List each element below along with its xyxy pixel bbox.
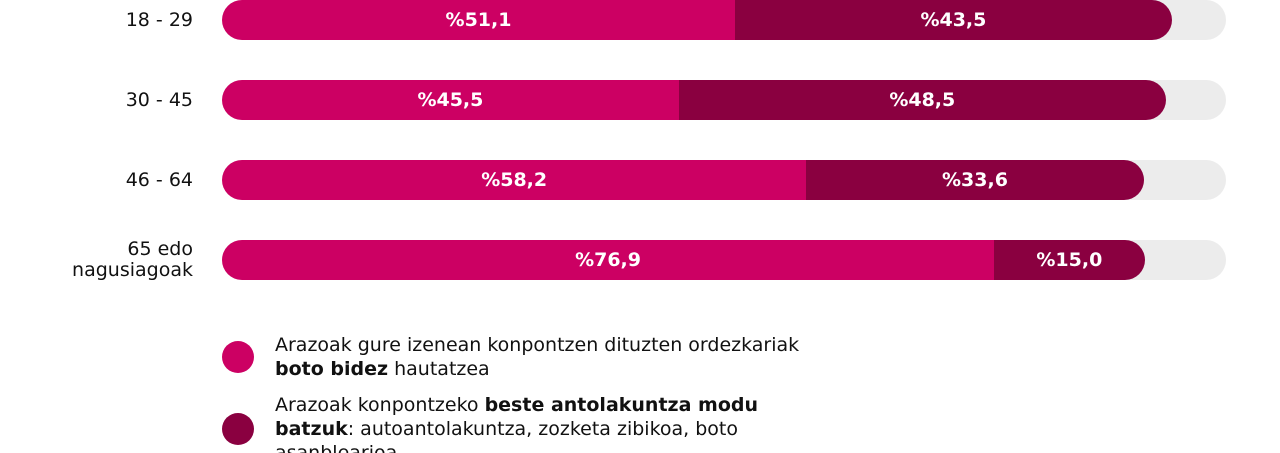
bar-segment: %51,1 [222, 0, 736, 40]
bar-segment: %48,5 [678, 80, 1166, 120]
category-label: 65 edo nagusiagoak [72, 238, 193, 281]
legend-label: Arazoak konpontzeko beste antolakuntza m… [275, 394, 759, 453]
value-label: %48,5 [889, 89, 956, 111]
bar-track: %45,5 %48,5 [222, 80, 1226, 120]
legend-emphasis: beste antolakuntza modu batzuk [275, 394, 759, 440]
legend-swatch [222, 341, 254, 373]
category-label: 46 - 64 [125, 168, 193, 191]
bar-segment: %45,5 [222, 80, 679, 120]
legend-item: Arazoak konpontzeko beste antolakuntza m… [222, 393, 835, 453]
value-label: %43,5 [920, 9, 987, 31]
bar-segment: %15,0 [994, 240, 1145, 280]
value-label: %15,0 [1036, 249, 1103, 271]
legend-label: Arazoak gure izenean konpontzen dituzten… [275, 334, 800, 380]
bar-segment: %33,6 [806, 160, 1144, 200]
category-label: 30 - 45 [125, 88, 193, 111]
value-label: %45,5 [417, 89, 484, 111]
bar-track: %58,2 %33,6 [222, 160, 1226, 200]
bar-segment: %43,5 [735, 0, 1172, 40]
bar-segment: %76,9 [222, 240, 995, 280]
bar-track: %51,1 %43,5 [222, 0, 1226, 40]
value-label: %51,1 [445, 9, 512, 31]
bar-segment: %58,2 [222, 160, 807, 200]
value-label: %33,6 [942, 169, 1008, 191]
value-label: %76,9 [575, 249, 641, 271]
bar-track: %76,9 %15,0 [222, 240, 1226, 280]
legend-emphasis: boto bidez [275, 358, 389, 380]
category-label: 18 - 29 [125, 8, 193, 31]
value-label: %58,2 [481, 169, 548, 191]
legend-swatch [222, 413, 254, 445]
legend-item: Arazoak gure izenean konpontzen dituzten… [222, 333, 835, 381]
